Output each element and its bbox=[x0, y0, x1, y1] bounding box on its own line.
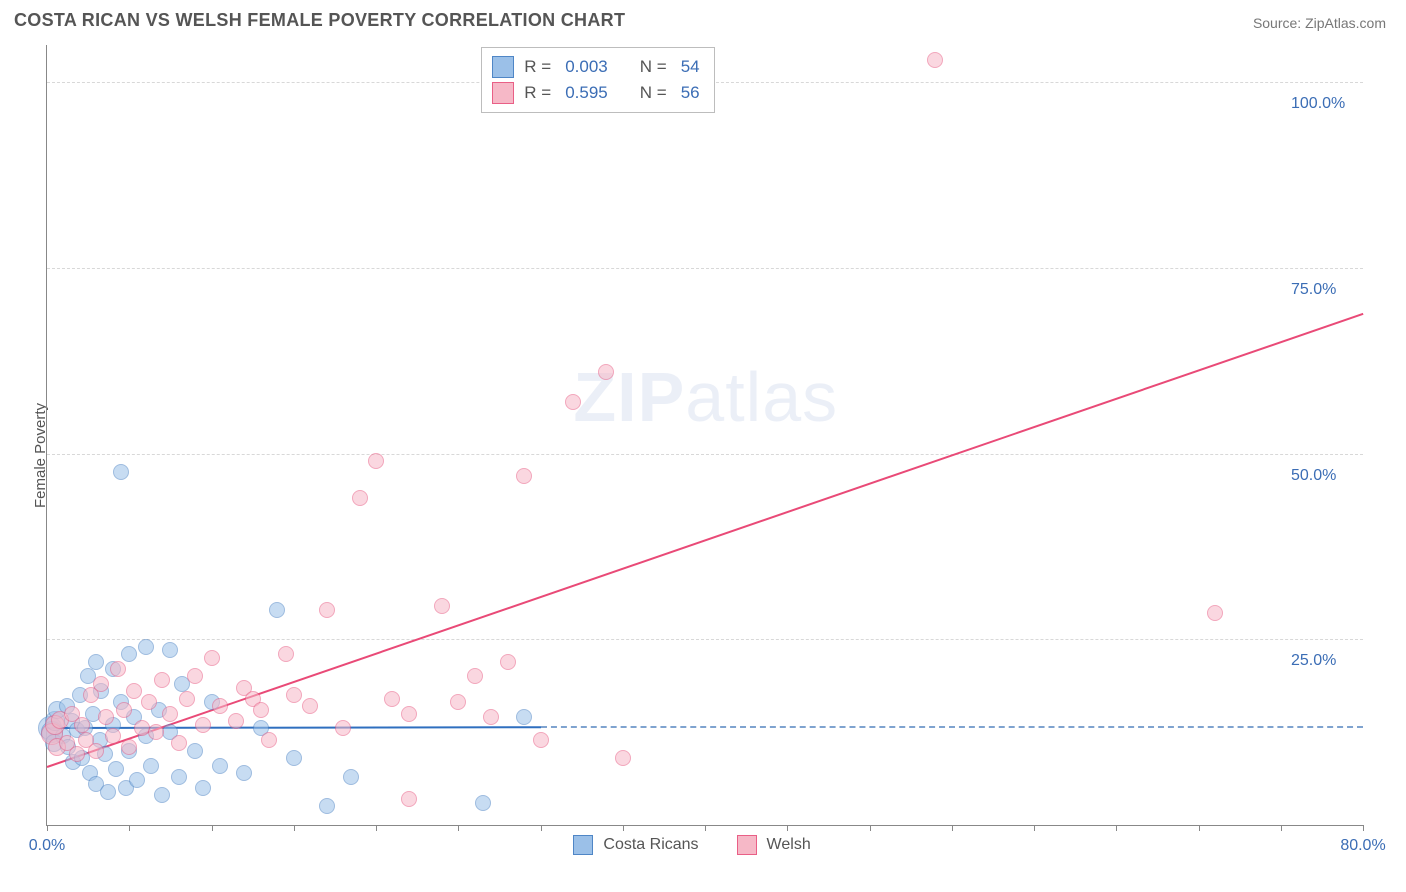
data-point bbox=[401, 706, 417, 722]
data-point bbox=[598, 364, 614, 380]
data-point bbox=[253, 702, 269, 718]
data-point bbox=[533, 732, 549, 748]
data-point bbox=[204, 650, 220, 666]
data-point bbox=[516, 468, 532, 484]
x-tick bbox=[294, 825, 295, 831]
y-tick-label: 100.0% bbox=[1291, 95, 1345, 113]
data-point bbox=[384, 691, 400, 707]
data-point bbox=[319, 798, 335, 814]
data-point bbox=[475, 795, 491, 811]
x-tick-label: 80.0% bbox=[1340, 837, 1385, 855]
data-point bbox=[162, 706, 178, 722]
data-point bbox=[113, 464, 129, 480]
data-point bbox=[187, 668, 203, 684]
data-point bbox=[69, 746, 85, 762]
data-point bbox=[212, 758, 228, 774]
gridline bbox=[47, 639, 1363, 640]
chart-title: COSTA RICAN VS WELSH FEMALE POVERTY CORR… bbox=[14, 10, 625, 31]
data-point bbox=[195, 780, 211, 796]
data-point bbox=[121, 646, 137, 662]
data-point bbox=[450, 694, 466, 710]
gridline bbox=[47, 454, 1363, 455]
scatter-plot: 25.0%50.0%75.0%100.0%0.0%80.0%ZIPatlasR … bbox=[46, 45, 1363, 826]
x-tick bbox=[787, 825, 788, 831]
data-point bbox=[565, 394, 581, 410]
data-point bbox=[126, 683, 142, 699]
data-point bbox=[278, 646, 294, 662]
data-point bbox=[143, 758, 159, 774]
data-point bbox=[88, 654, 104, 670]
data-point bbox=[434, 598, 450, 614]
data-point bbox=[261, 732, 277, 748]
plot-wrapper: Female Poverty 25.0%50.0%75.0%100.0%0.0%… bbox=[0, 37, 1406, 885]
data-point bbox=[236, 765, 252, 781]
x-tick-label: 0.0% bbox=[29, 837, 65, 855]
data-point bbox=[148, 724, 164, 740]
data-point bbox=[110, 661, 126, 677]
data-point bbox=[615, 750, 631, 766]
x-tick bbox=[1281, 825, 1282, 831]
trend-line bbox=[47, 726, 541, 729]
x-tick bbox=[1116, 825, 1117, 831]
source-attribution: Source: ZipAtlas.com bbox=[1253, 15, 1386, 31]
x-tick bbox=[541, 825, 542, 831]
x-tick bbox=[705, 825, 706, 831]
data-point bbox=[286, 750, 302, 766]
data-point bbox=[401, 791, 417, 807]
data-point bbox=[516, 709, 532, 725]
x-tick bbox=[129, 825, 130, 831]
data-point bbox=[368, 453, 384, 469]
x-tick bbox=[47, 825, 48, 831]
data-point bbox=[483, 709, 499, 725]
data-point bbox=[319, 602, 335, 618]
data-point bbox=[335, 720, 351, 736]
x-tick bbox=[952, 825, 953, 831]
data-point bbox=[108, 761, 124, 777]
y-tick-label: 25.0% bbox=[1291, 652, 1336, 670]
trend-line bbox=[541, 726, 1364, 728]
data-point bbox=[195, 717, 211, 733]
data-point bbox=[343, 769, 359, 785]
data-point bbox=[927, 52, 943, 68]
y-tick-label: 50.0% bbox=[1291, 467, 1336, 485]
y-tick-label: 75.0% bbox=[1291, 281, 1336, 299]
data-point bbox=[171, 769, 187, 785]
x-tick bbox=[1363, 825, 1364, 831]
data-point bbox=[179, 691, 195, 707]
data-point bbox=[171, 735, 187, 751]
data-point bbox=[500, 654, 516, 670]
x-tick bbox=[376, 825, 377, 831]
gridline bbox=[47, 268, 1363, 269]
x-tick bbox=[623, 825, 624, 831]
data-point bbox=[154, 787, 170, 803]
data-point bbox=[88, 743, 104, 759]
data-point bbox=[286, 687, 302, 703]
data-point bbox=[162, 642, 178, 658]
correlation-legend: R =0.003N =54R =0.595N =56 bbox=[481, 47, 714, 113]
data-point bbox=[154, 672, 170, 688]
x-tick bbox=[1034, 825, 1035, 831]
data-point bbox=[74, 717, 90, 733]
data-point bbox=[269, 602, 285, 618]
x-tick bbox=[458, 825, 459, 831]
data-point bbox=[100, 784, 116, 800]
data-point bbox=[302, 698, 318, 714]
data-point bbox=[212, 698, 228, 714]
data-point bbox=[129, 772, 145, 788]
x-tick bbox=[212, 825, 213, 831]
series-legend: Costa RicansWelsh bbox=[573, 835, 838, 855]
data-point bbox=[105, 728, 121, 744]
data-point bbox=[138, 639, 154, 655]
data-point bbox=[187, 743, 203, 759]
x-tick bbox=[870, 825, 871, 831]
data-point bbox=[1207, 605, 1223, 621]
data-point bbox=[352, 490, 368, 506]
data-point bbox=[467, 668, 483, 684]
x-tick bbox=[1199, 825, 1200, 831]
